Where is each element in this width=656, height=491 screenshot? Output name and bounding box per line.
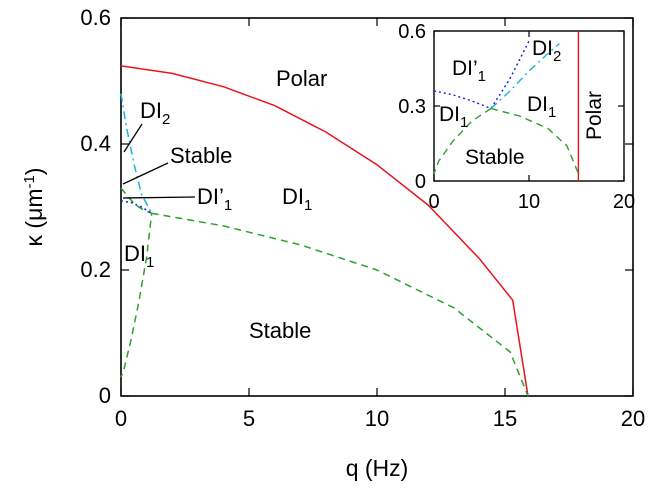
main-series-1-dashed	[120, 187, 153, 378]
inset-plot-frame	[433, 30, 625, 182]
main-x-axis-label: q (Hz)	[346, 455, 409, 481]
main-y-tick-label: 0	[99, 383, 111, 408]
inset-x-tick-label: 20	[613, 191, 635, 213]
label-stable-small: Stable	[170, 143, 232, 168]
inset-y-tick-label: 0.6	[398, 21, 426, 43]
main-x-tick-label: 10	[365, 406, 389, 431]
inset-label-dl1-left: DI1	[439, 103, 468, 131]
inset-plot-area: 0 10 20 0 0.3 0.6 DI’1 DI2 DI1 DI1 Stable Pol…	[398, 21, 635, 213]
inset-series-1-dashed	[433, 107, 492, 174]
main-series-4-dash-dot	[120, 93, 153, 214]
main-axis-ticks: 0 5 10 15 20 0 0.2 0.4 0.6	[80, 5, 645, 431]
inset-y-tick-label: 0.3	[398, 96, 426, 118]
main-y-tick-label: 0.6	[80, 5, 111, 30]
main-y-tick-label: 0.2	[80, 257, 111, 282]
main-x-tick-label: 0	[115, 406, 127, 431]
inset-label-dl1-right: DI1	[527, 93, 556, 121]
main-x-tick-label: 5	[243, 406, 255, 431]
inset-label-dlp1: DI’1	[452, 57, 486, 85]
inset-axis-ticks: 0 10 20 0 0.3 0.6	[398, 21, 635, 213]
inset-x-tick-label: 10	[518, 191, 540, 213]
label-polar: Polar	[276, 66, 327, 91]
inset-label-polar: Polar	[583, 91, 606, 140]
main-curves	[120, 65, 529, 397]
main-y-axis-label: κ (μm-1)	[21, 168, 47, 247]
inset-series-4-dash-dot	[490, 42, 560, 110]
pointer-stable	[122, 162, 169, 185]
pointer-dlp1	[122, 196, 196, 199]
inset-series-2-dashed	[490, 107, 580, 174]
main-x-tick-label: 20	[621, 406, 645, 431]
inset-series-3-dotted	[433, 40, 530, 110]
inset-label-stable: Stable	[465, 146, 525, 169]
main-x-tick-label: 15	[493, 406, 517, 431]
inset-x-tick-label: 0	[428, 191, 439, 213]
main-series-2-dashed	[151, 212, 529, 397]
main-series-3-dotted	[120, 199, 153, 214]
pointer-dl2	[123, 123, 143, 153]
label-stable-large: Stable	[249, 318, 311, 343]
inset-label-dl2: DI2	[532, 37, 561, 65]
label-dl1-left: DI1	[124, 241, 154, 271]
main-plot-area: 0 5 10 15 20 0 0.2 0.4 0.6 q (Hz) κ (μm-1) Polar…	[21, 5, 645, 481]
main-y-tick-label: 0.4	[80, 131, 111, 156]
label-dl1-mid: DI1	[282, 184, 312, 214]
inset-curves	[433, 31, 580, 181]
main-series-0-solid	[120, 65, 529, 397]
label-dlp1: DI’1	[197, 184, 232, 214]
label-dl2: DI2	[140, 98, 170, 128]
inset-y-tick-label: 0	[415, 171, 426, 193]
